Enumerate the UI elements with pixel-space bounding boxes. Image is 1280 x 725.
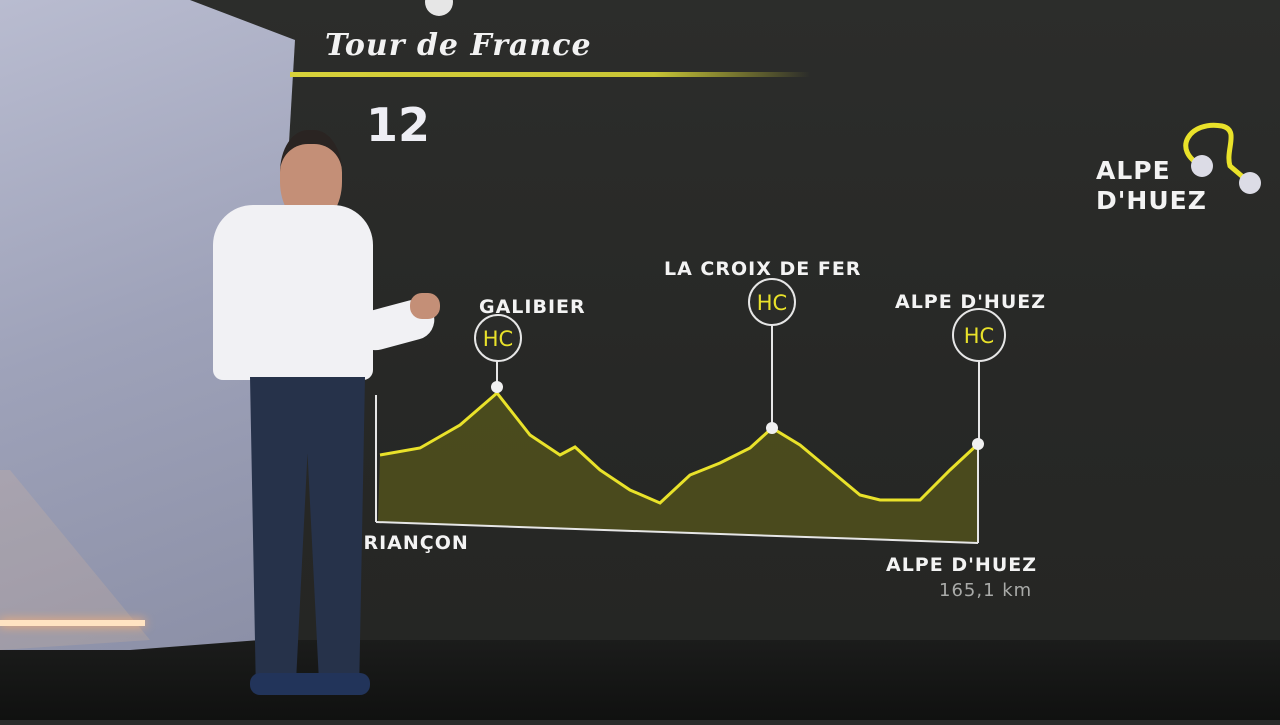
logo-text: Tour de France	[325, 28, 592, 63]
studio-floor	[0, 640, 1280, 720]
distance-label: 165,1 km	[939, 580, 1033, 601]
presenter-shoes	[250, 673, 370, 695]
minimap-dot	[1239, 172, 1261, 194]
presenter-hand	[410, 293, 440, 319]
start-label: BRIANÇON	[348, 532, 469, 554]
presenter	[205, 125, 455, 725]
climb-name: LA CROIX DE FER	[664, 258, 862, 280]
profile-area	[378, 393, 978, 542]
minimap-dot	[1191, 155, 1213, 177]
presenter-jeans	[250, 377, 365, 682]
hc-badge	[748, 278, 796, 326]
profile-axis-x	[375, 521, 979, 544]
summit-dot	[972, 438, 984, 450]
climb-name: ALPE D'HUEZ	[895, 291, 1047, 313]
climb-category: HC	[964, 324, 994, 348]
summit-dot	[491, 381, 503, 393]
profile-line	[379, 390, 980, 505]
hc-badge	[474, 314, 522, 362]
stage-number: 12	[366, 98, 431, 152]
presenter-shirt	[213, 205, 373, 380]
climb-category: HC	[483, 327, 513, 351]
finish-label: ALPE D'HUEZ	[886, 554, 1038, 576]
minimap-route	[1183, 122, 1252, 185]
hc-badge	[952, 308, 1006, 362]
summit-dot	[766, 422, 778, 434]
minimap-label: ALPE D'HUEZ	[1096, 156, 1207, 215]
tour-de-france-logo: Tour de France	[325, 0, 595, 70]
logo-ball-icon	[425, 0, 453, 16]
climb-category: HC	[757, 291, 787, 315]
floor-light-strip	[0, 620, 145, 626]
climb-name: GALIBIER	[479, 296, 586, 318]
yellow-rule	[290, 72, 810, 77]
